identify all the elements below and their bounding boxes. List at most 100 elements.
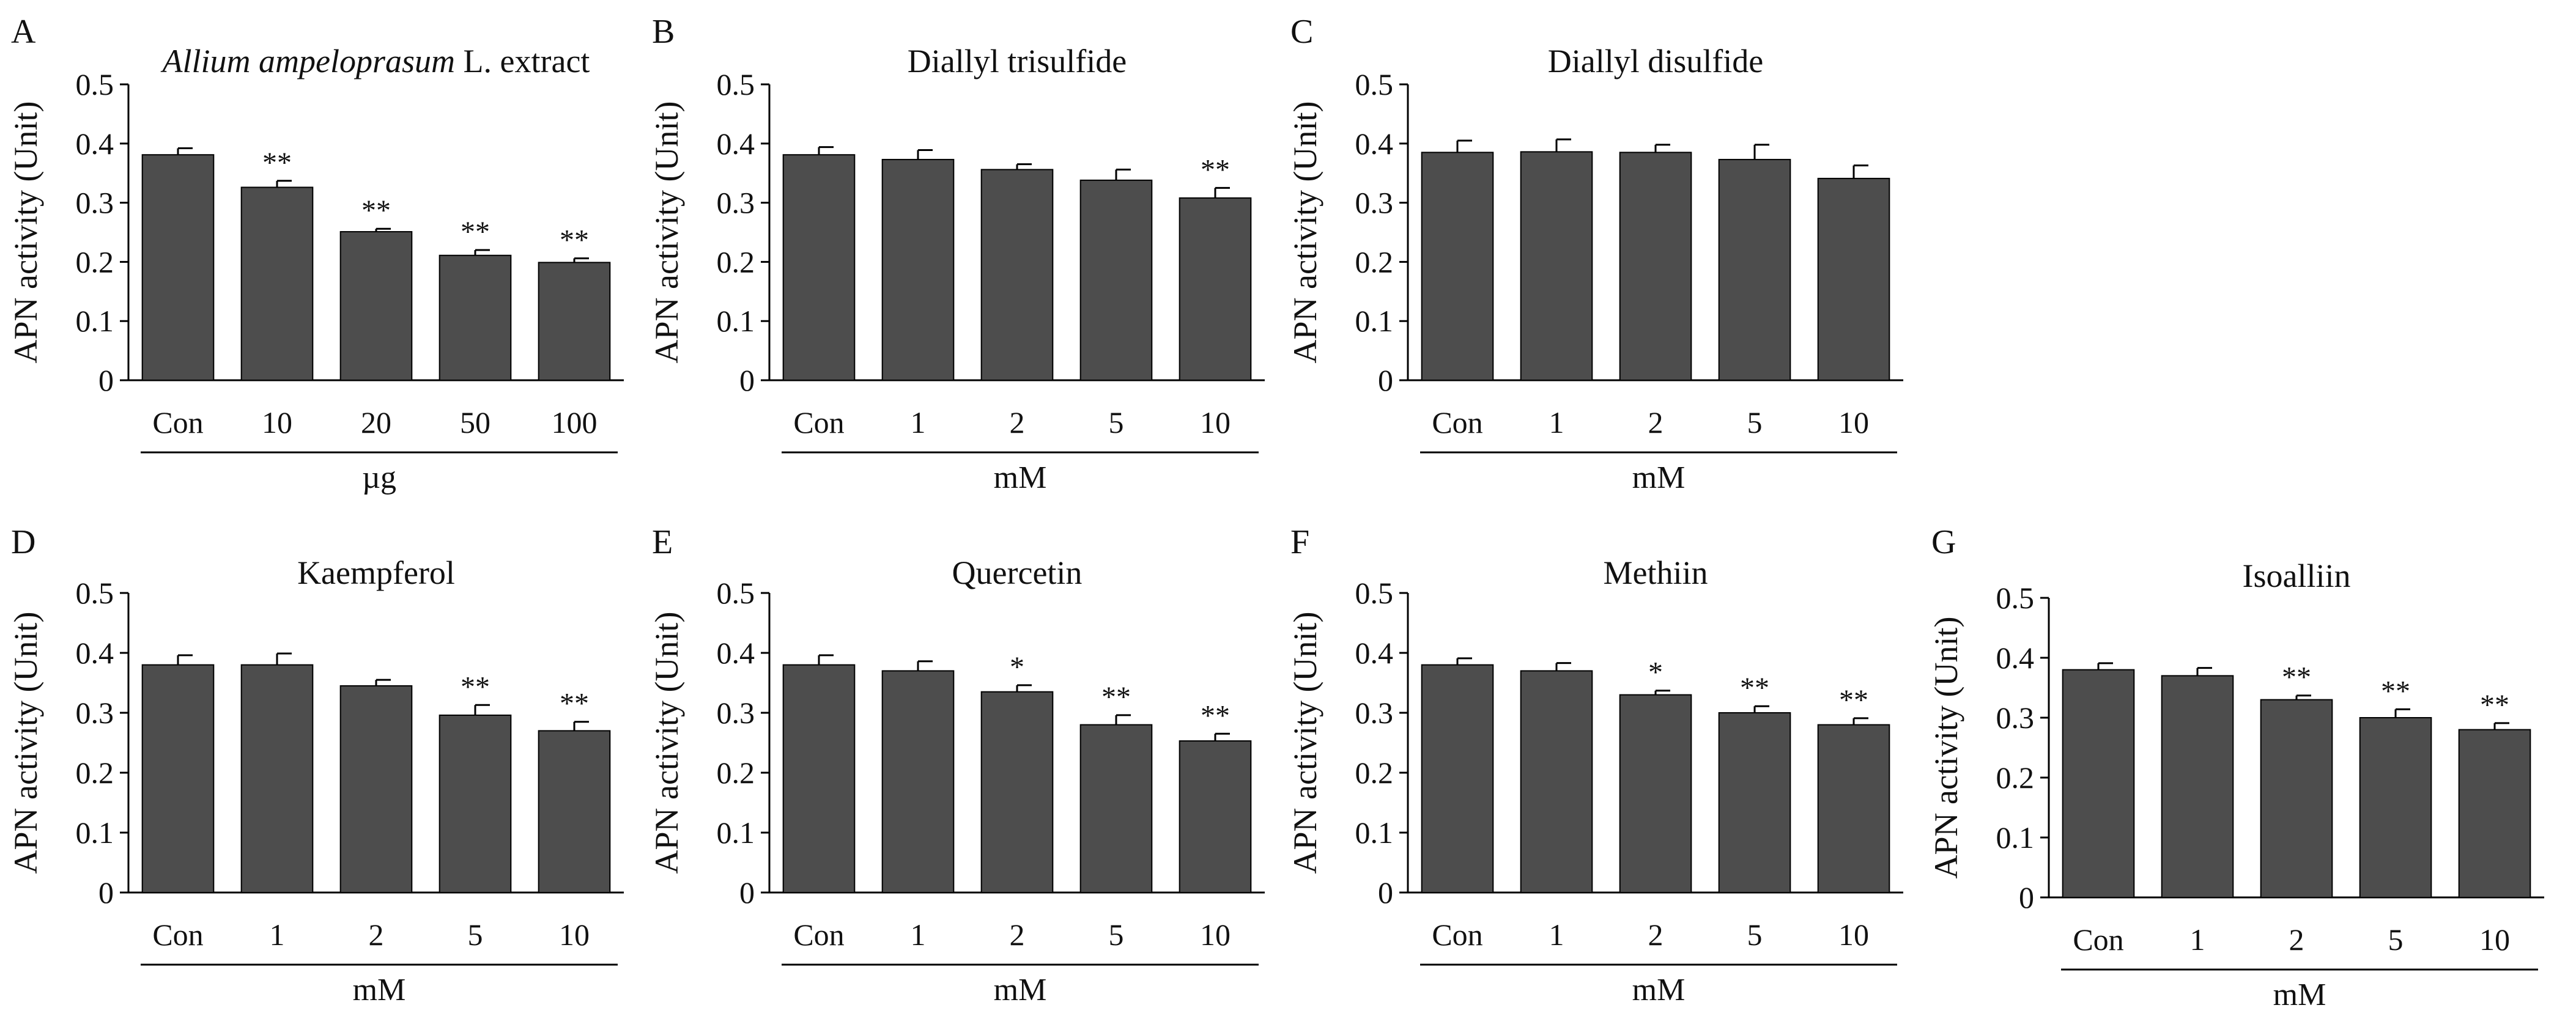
x-tick-label: 50: [460, 405, 490, 440]
panel-letter: F: [1290, 523, 1309, 561]
y-axis-label: APN activity (Unit): [7, 612, 44, 874]
panel-g: G Isoalliin 0 0.1 0.2 0.3 0.4 0.5 APN activity (…: [1928, 523, 2544, 1012]
y-tick-label: 0.3: [1355, 186, 1394, 220]
bar: [141, 154, 215, 381]
x-axis-unit-label: mM: [994, 973, 1047, 1007]
bar: [1179, 197, 1252, 381]
bar: [339, 231, 413, 381]
x-tick-label: Con: [2073, 922, 2123, 957]
bar: [538, 262, 611, 381]
y-tick-label: 0.1: [1355, 304, 1394, 338]
bar: [1520, 151, 1593, 381]
panel-title: Methiin: [1604, 554, 1708, 591]
panel-title: Isoalliin: [2243, 558, 2351, 594]
significance-label: **: [461, 216, 490, 248]
y-tick-label: 0.4: [717, 127, 755, 161]
y-tick-label: 0.5: [717, 67, 755, 101]
y-tick-label: 0: [98, 363, 114, 397]
y-tick-label: 0.5: [1355, 576, 1394, 610]
panel-title-rest: L. extract: [455, 43, 590, 79]
y-tick-label: 0: [2019, 880, 2034, 915]
y-tick-label: 0: [98, 875, 114, 910]
panel-b: B Diallyl trisulfide 0 0.1 0.2 0.3 0.4 0.5 APN a…: [648, 13, 1265, 495]
x-tick-label: 5: [1109, 405, 1124, 440]
y-tick-label: 0.3: [76, 186, 114, 220]
x-tick-label: 5: [1747, 405, 1763, 440]
bar: [2260, 699, 2333, 898]
bar: [1079, 724, 1153, 893]
x-tick-label: 5: [1747, 918, 1763, 952]
x-tick-label: 100: [552, 405, 598, 440]
significance-label: **: [1740, 672, 1769, 704]
x-axis-unit-label: mM: [353, 973, 406, 1007]
y-tick-label: 0.4: [1996, 641, 2035, 675]
panel-title: Kaempferol: [297, 554, 455, 591]
y-tick-label: 0.2: [76, 245, 114, 279]
y-tick-label: 0.4: [76, 127, 114, 161]
x-tick-label: 2: [1010, 405, 1025, 440]
x-tick-label: 1: [911, 405, 926, 440]
significance-label: **: [1839, 684, 1868, 716]
panel-d: D Kaempferol 0 0.1 0.2 0.3 0.4 0.5 APN activity …: [7, 523, 624, 1007]
x-tick-label: 10: [1200, 918, 1231, 952]
panel-f: F Methiin 0 0.1 0.2 0.3 0.4 0.5 APN activity (Un…: [1287, 523, 1903, 1007]
significance-label: **: [262, 147, 292, 179]
x-axis-unit-label: mM: [994, 460, 1047, 495]
y-axis-label: APN activity (Unit): [7, 101, 44, 364]
y-tick-label: 0.3: [1996, 701, 2035, 735]
significance-label: **: [2381, 675, 2410, 707]
x-tick-label: Con: [152, 405, 203, 440]
y-tick-label: 0.2: [717, 245, 755, 279]
x-tick-label: 10: [559, 918, 590, 952]
x-tick-label: 10: [1838, 918, 1869, 952]
y-tick-label: 0.5: [76, 576, 114, 610]
x-tick-label: Con: [1432, 405, 1482, 440]
bar: [240, 186, 314, 381]
bar: [1718, 158, 1791, 381]
x-tick-label: Con: [152, 918, 203, 952]
significance-label: **: [1201, 699, 1230, 732]
x-tick-label: 2: [1010, 918, 1025, 952]
bar: [439, 254, 512, 381]
panel-title: Diallyl disulfide: [1548, 43, 1763, 79]
bar: [1817, 724, 1890, 893]
x-tick-label: 1: [270, 918, 285, 952]
bar: [980, 691, 1054, 893]
bar: [1718, 712, 1791, 893]
panel-title: Quercetin: [952, 554, 1083, 591]
y-tick-label: 0: [739, 363, 755, 397]
bar: [2359, 717, 2432, 898]
y-tick-label: 0.1: [76, 815, 114, 850]
significance-label: **: [560, 688, 589, 720]
x-tick-label: Con: [793, 405, 844, 440]
significance-label: **: [1201, 153, 1230, 186]
panel-e: E Quercetin 0 0.1 0.2 0.3 0.4 0.5 APN activity (…: [648, 523, 1265, 1007]
y-axis-label: APN activity (Unit): [648, 101, 685, 364]
y-tick-label: 0.5: [1996, 581, 2035, 615]
y-tick-label: 0.1: [717, 304, 755, 338]
y-tick-label: 0.3: [76, 696, 114, 730]
x-tick-label: 5: [1109, 918, 1124, 952]
y-tick-label: 0.1: [1355, 815, 1394, 850]
y-tick-label: 0.2: [76, 756, 114, 790]
x-tick-label: 1: [2190, 922, 2205, 957]
y-tick-label: 0.2: [1355, 756, 1394, 790]
bar: [980, 169, 1054, 381]
panel-letter: E: [652, 523, 673, 561]
bar: [240, 664, 314, 893]
x-axis-unit-label: mM: [1632, 973, 1686, 1007]
panel-letter: A: [11, 13, 36, 51]
panel-title: Diallyl trisulfide: [908, 43, 1127, 79]
x-tick-label: 1: [911, 918, 926, 952]
x-axis-unit-label: µg: [362, 460, 396, 495]
y-axis-label: APN activity (Unit): [1287, 612, 1323, 874]
y-axis-label: APN activity (Unit): [648, 612, 685, 874]
y-tick-label: 0.3: [717, 696, 755, 730]
bar: [782, 154, 856, 381]
y-tick-label: 0.4: [76, 636, 114, 670]
bar: [1421, 152, 1494, 381]
significance-label: **: [2480, 689, 2509, 721]
y-tick-label: 0.2: [717, 756, 755, 790]
y-tick-label: 0.1: [717, 815, 755, 850]
